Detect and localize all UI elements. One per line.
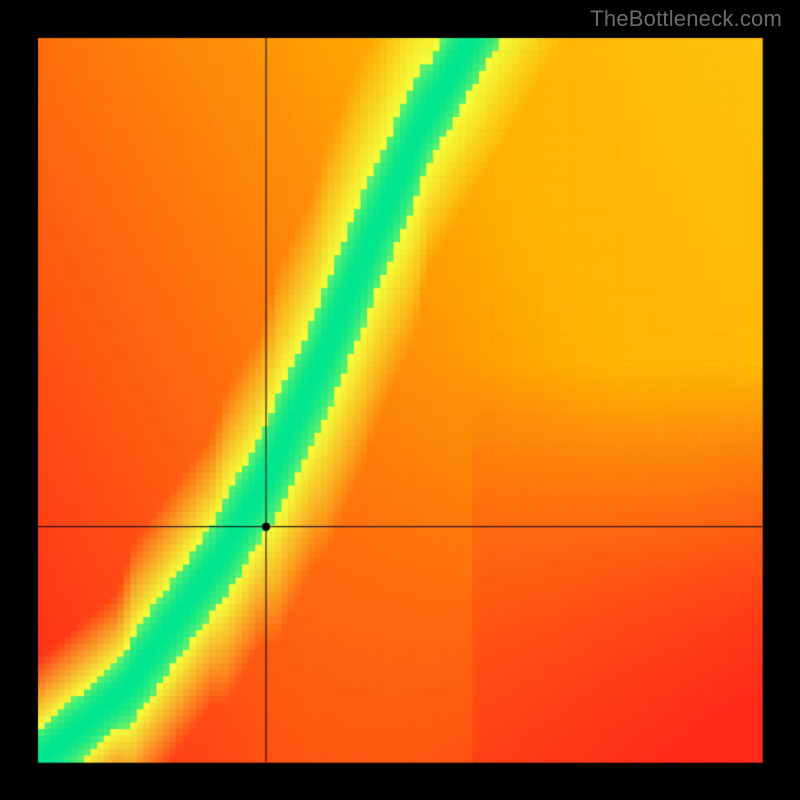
heatmap-canvas [0, 0, 800, 800]
chart-container: TheBottleneck.com [0, 0, 800, 800]
watermark-text: TheBottleneck.com [590, 6, 782, 32]
